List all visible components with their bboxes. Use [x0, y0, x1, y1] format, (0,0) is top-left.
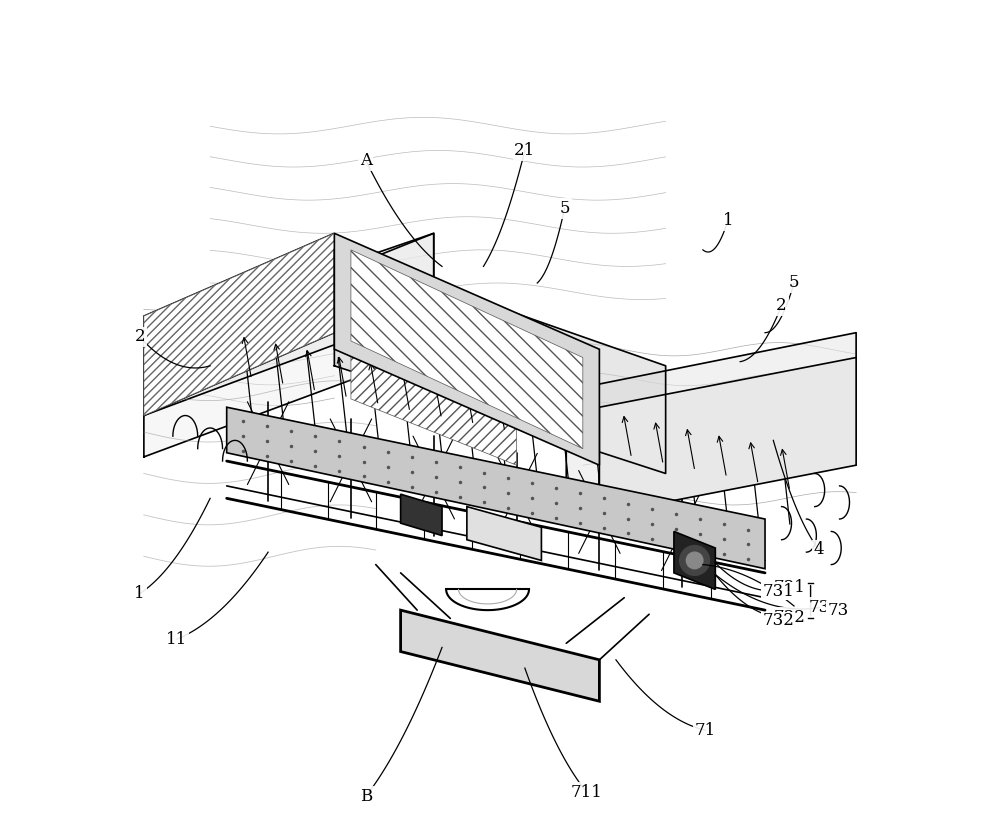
Polygon shape	[599, 357, 856, 515]
Polygon shape	[334, 234, 599, 465]
Polygon shape	[674, 532, 715, 589]
Polygon shape	[144, 234, 334, 416]
Text: 2: 2	[776, 297, 787, 314]
Polygon shape	[351, 267, 517, 465]
Text: 732: 732	[774, 609, 806, 626]
Polygon shape	[144, 234, 434, 457]
Polygon shape	[227, 407, 765, 568]
Text: 11: 11	[166, 631, 188, 647]
Text: 731: 731	[762, 583, 794, 600]
Polygon shape	[467, 507, 541, 560]
Circle shape	[686, 552, 703, 568]
Polygon shape	[401, 494, 442, 536]
Polygon shape	[401, 610, 599, 701]
Text: 731: 731	[774, 579, 806, 597]
Text: 4: 4	[814, 541, 824, 558]
Polygon shape	[351, 250, 583, 449]
Text: 73: 73	[808, 599, 829, 616]
Polygon shape	[334, 250, 666, 474]
Polygon shape	[144, 234, 334, 416]
Polygon shape	[144, 234, 434, 416]
Text: 73: 73	[827, 602, 848, 618]
Text: 21: 21	[514, 142, 535, 159]
Text: 2: 2	[134, 328, 145, 346]
Text: 711: 711	[571, 784, 603, 801]
Text: B: B	[360, 788, 372, 805]
Text: 5: 5	[789, 274, 799, 292]
Text: 5: 5	[559, 200, 570, 217]
Circle shape	[680, 545, 710, 575]
Text: 71: 71	[695, 722, 716, 739]
Text: 732: 732	[762, 612, 794, 629]
Text: 1: 1	[722, 213, 733, 229]
Polygon shape	[566, 332, 856, 515]
Text: A: A	[360, 152, 372, 169]
Text: 1: 1	[134, 585, 145, 602]
